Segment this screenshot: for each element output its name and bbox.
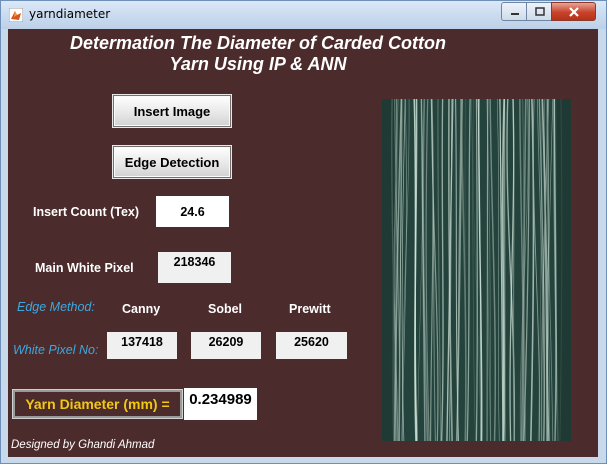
main-white-pixel-value: 218346 <box>158 252 231 283</box>
canny-value: 137418 <box>107 332 177 359</box>
figure-panel: Determation The Diameter of Carded Cotto… <box>8 29 598 457</box>
sobel-value: 26209 <box>191 332 261 359</box>
page-title-line1: Determation The Diameter of Carded Cotto… <box>69 33 447 53</box>
canny-label: Canny <box>122 302 161 316</box>
count-input[interactable]: 24.6 <box>156 196 229 227</box>
title-bar[interactable]: yarndiameter <box>1 1 606 29</box>
prewitt-value: 25620 <box>276 332 347 359</box>
count-label: Insert Count (Tex) <box>33 205 140 219</box>
prewitt-label: Prewitt <box>289 302 331 316</box>
white-pixel-no-label: White Pixel No: <box>13 343 99 357</box>
insert-image-button[interactable]: Insert Image <box>112 94 232 128</box>
edge-detection-button[interactable]: Edge Detection <box>112 145 232 179</box>
page-title-line2: Yarn Using IP & ANN <box>169 54 347 74</box>
main-white-pixel-label: Main White Pixel <box>35 261 134 275</box>
maximize-button[interactable] <box>526 2 552 21</box>
close-icon <box>568 6 579 17</box>
sobel-label: Sobel <box>208 302 243 316</box>
close-button[interactable] <box>551 2 596 21</box>
yarn-diameter-value: 0.234989 <box>184 388 257 420</box>
edge-method-label: Edge Method: <box>17 300 95 314</box>
minimize-icon <box>510 12 519 15</box>
matlab-icon <box>9 8 23 22</box>
designer-credit: Designed by Ghandi Ahmad <box>11 439 155 451</box>
maximize-icon <box>534 6 545 16</box>
yarn-diameter-label: Yarn Diameter (mm) = <box>12 389 183 419</box>
window-title: yarndiameter <box>29 7 111 21</box>
minimize-button[interactable] <box>501 2 527 21</box>
yarn-image-axes <box>382 99 571 441</box>
